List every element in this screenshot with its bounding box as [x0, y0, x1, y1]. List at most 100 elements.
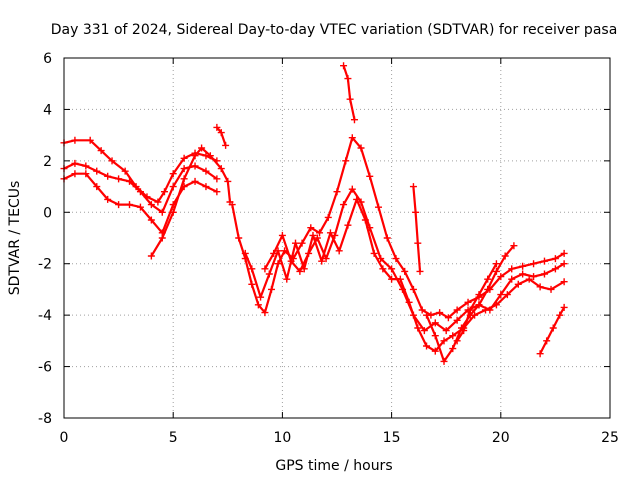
data-point [453, 337, 461, 345]
data-point [530, 273, 538, 281]
data-point [191, 152, 199, 160]
data-point [556, 311, 564, 319]
data-point [342, 157, 350, 165]
data-point [444, 314, 452, 322]
data-point [235, 234, 243, 242]
data-point [560, 260, 568, 268]
data-point [318, 257, 326, 265]
data-point [420, 327, 428, 335]
y-axis-label: SDTVAR / TECUs [7, 181, 23, 296]
data-point [180, 175, 188, 183]
data-point [326, 229, 334, 237]
data-point [206, 152, 214, 160]
data-point [501, 252, 509, 260]
data-point [108, 157, 116, 165]
data-point [442, 327, 450, 335]
data-point [423, 311, 431, 319]
data-point [346, 95, 354, 103]
data-point [388, 265, 396, 273]
y-tick-label: -2 [38, 257, 52, 273]
data-point [158, 234, 166, 242]
data-point [543, 337, 551, 345]
data-point [147, 201, 155, 209]
data-point [486, 306, 494, 314]
series-arc-m [539, 306, 566, 355]
data-point [169, 208, 177, 216]
series-arc-l [456, 263, 498, 342]
data-point [287, 257, 295, 265]
axis-ticks: 0 5 10 15 20 25 -8 -6 -4 -2 0 2 4 6 [38, 51, 619, 446]
data-point [309, 231, 317, 239]
data-point [475, 301, 483, 309]
chart-title: Day 331 of 2024, Sidereal Day-to-day VTE… [51, 22, 618, 38]
data-point [222, 141, 230, 149]
data-point [261, 309, 269, 317]
data-point [340, 62, 348, 70]
data-point [514, 280, 522, 288]
x-tick-label: 25 [601, 430, 619, 446]
data-point [551, 255, 559, 263]
plot-frame [63, 57, 611, 419]
data-point [136, 203, 144, 211]
data-point [169, 183, 177, 191]
data-point [348, 185, 356, 193]
data-point [298, 239, 306, 247]
data-point [344, 221, 352, 229]
series-arc-g [244, 198, 565, 353]
data-point [466, 306, 474, 314]
series-arc-c [63, 172, 218, 234]
markers-arc-l [453, 260, 500, 345]
data-point [492, 267, 500, 275]
data-point [104, 172, 112, 180]
data-point [388, 275, 396, 283]
data-point [536, 350, 544, 358]
data-point [536, 283, 544, 291]
data-point [241, 249, 249, 257]
data-point [217, 165, 225, 173]
data-point [409, 285, 417, 293]
data-point [530, 260, 538, 268]
data-point [82, 162, 90, 170]
data-point [278, 231, 286, 239]
data-point [453, 316, 461, 324]
data-point [551, 265, 559, 273]
data-point [453, 306, 461, 314]
data-point [409, 183, 417, 191]
data-point [560, 303, 568, 311]
y-tick-label: 0 [43, 205, 52, 221]
data-point [296, 267, 304, 275]
data-point [71, 136, 79, 144]
data-point [254, 301, 262, 309]
data-point [357, 144, 365, 152]
data-point [547, 285, 555, 293]
series-arc-i [342, 65, 356, 120]
y-tick-label: -6 [38, 360, 52, 376]
data-point [71, 170, 79, 178]
data-point [423, 342, 431, 350]
data-point [414, 324, 422, 332]
data-point [305, 249, 313, 257]
series-arc-d [150, 146, 232, 257]
data-point [418, 306, 426, 314]
series-arc-j [412, 186, 422, 272]
data-point [324, 213, 332, 221]
data-point [449, 345, 457, 353]
data-point [274, 260, 282, 268]
data-point [191, 162, 199, 170]
markers-arc-b [60, 159, 221, 216]
data-point [409, 311, 417, 319]
x-tick-label: 20 [492, 430, 510, 446]
y-tick-label: 2 [43, 154, 52, 170]
data-point [213, 175, 221, 183]
markers-arc-f [228, 134, 568, 322]
data-point [322, 255, 330, 263]
data-point [71, 159, 79, 167]
data-point [136, 188, 144, 196]
data-point [313, 234, 321, 242]
data-point [154, 198, 162, 206]
data-point [335, 247, 343, 255]
data-point [510, 242, 518, 250]
x-axis-label: GPS time / hours [275, 458, 392, 474]
data-point [82, 170, 90, 178]
markers-arc-k [423, 242, 518, 365]
